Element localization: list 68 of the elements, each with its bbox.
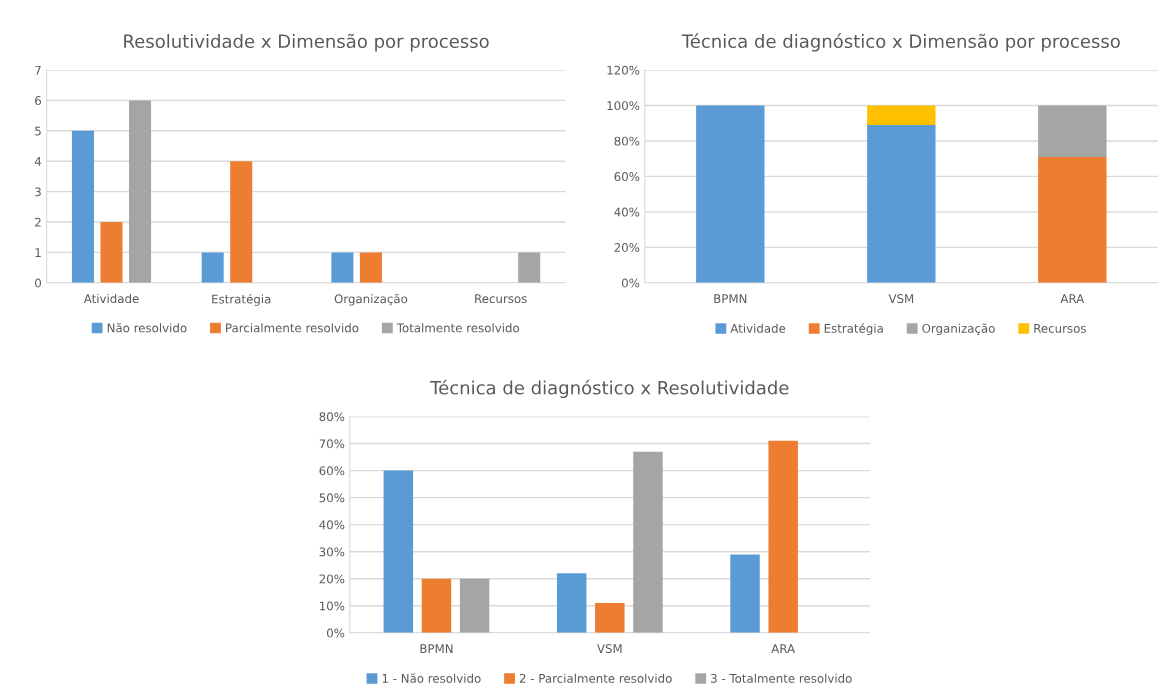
bar	[100, 222, 123, 283]
x-tick-label: Atividade	[83, 293, 139, 304]
y-tick-label: 0%	[326, 628, 345, 638]
x-tick-label: Estratégia	[212, 293, 271, 306]
bar	[129, 100, 152, 283]
y-tick-label: 7	[35, 65, 41, 75]
bar	[383, 470, 414, 633]
bar	[230, 161, 253, 283]
bar	[201, 252, 224, 283]
bar	[867, 105, 936, 125]
x-tick-label: VSM	[597, 644, 622, 654]
y-tick-label: 80%	[319, 412, 345, 422]
chart-title: Técnica de diagnóstico x Resolutividade	[430, 379, 789, 399]
bar	[768, 440, 798, 633]
y-tick-label: 0	[35, 278, 41, 288]
bar	[556, 573, 587, 633]
x-tick-label: Organização	[334, 293, 408, 306]
chart-title: Técnica de diagnóstico x Dimensão por processo	[681, 33, 1120, 52]
bar	[459, 578, 490, 633]
bar	[518, 252, 541, 283]
y-tick-label: 70%	[319, 439, 345, 449]
x-tick-label: VSM	[888, 294, 914, 304]
bar	[331, 252, 354, 283]
y-tick-label: 20%	[614, 243, 640, 252]
y-tick-label: 100%	[607, 101, 640, 111]
legend-label: 1 - Não resolvido	[382, 673, 481, 683]
bar	[1038, 105, 1107, 157]
legend-label: 2 - Parcialmente resolvido	[519, 673, 672, 683]
x-tick-label: ARA	[771, 644, 796, 653]
bar	[633, 451, 663, 633]
bar	[421, 578, 452, 633]
y-tick-label: 4	[34, 157, 42, 166]
y-tick-label: 80%	[614, 136, 640, 146]
bar	[730, 554, 760, 633]
y-tick-label: 3	[35, 187, 41, 197]
y-tick-label: 60%	[319, 466, 345, 476]
bar	[696, 105, 765, 283]
legend-label: Recursos	[1034, 324, 1086, 333]
y-tick-label: 50%	[319, 493, 345, 503]
chart-title: Resolutividade x Dimensão por processo	[124, 33, 489, 52]
legend-label: Totalmente resolvido	[396, 323, 520, 333]
y-tick-label: 20%	[319, 574, 345, 584]
legend-label: Estratégia	[824, 323, 883, 336]
y-tick-label: 1	[35, 248, 41, 257]
legend-label: Parcialmente resolvido	[226, 323, 359, 333]
y-tick-label: 30%	[319, 547, 345, 557]
legend-label: 3 - Totalmente resolvido	[711, 673, 852, 683]
x-tick-label: BPMN	[420, 644, 453, 653]
y-tick-label: 6	[35, 96, 42, 106]
legend-label: Organização	[922, 323, 995, 336]
y-tick-label: 5	[35, 126, 41, 136]
bar	[1038, 156, 1107, 283]
legend-label: Atividade	[730, 323, 786, 333]
legend-label: Não resolvido	[107, 323, 187, 333]
y-tick-label: 60%	[614, 172, 640, 182]
y-tick-label: 0%	[621, 278, 640, 288]
x-tick-label: ARA	[1060, 294, 1085, 303]
bar	[359, 252, 382, 283]
y-tick-label: 40%	[319, 520, 345, 530]
x-tick-label: BPMN	[714, 294, 747, 303]
y-tick-label: 40%	[614, 207, 640, 217]
y-tick-label: 2	[35, 217, 41, 227]
y-tick-label: 10%	[320, 601, 345, 611]
x-tick-label: Recursos	[475, 294, 527, 304]
bar	[867, 124, 936, 283]
y-tick-label: 120%	[607, 65, 640, 75]
bar	[595, 603, 625, 633]
bar	[71, 130, 94, 283]
